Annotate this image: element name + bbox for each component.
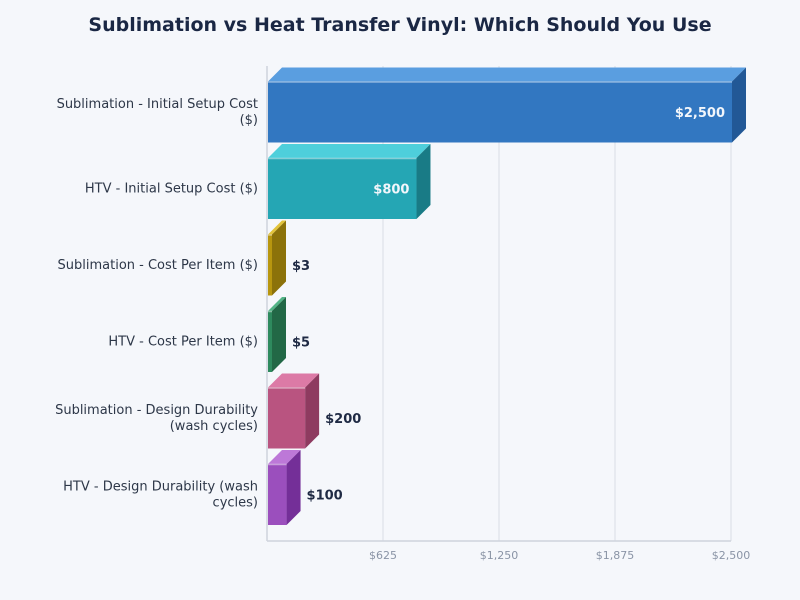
y-category-label: HTV - Cost Per Item ($): [108, 335, 258, 350]
x-tick-label: $625: [369, 549, 397, 562]
chart-title: Sublimation vs Heat Transfer Vinyl: Whic…: [88, 14, 712, 36]
y-category-label: Sublimation - Initial Setup Cost: [57, 97, 258, 112]
bar-top-face: [268, 297, 286, 311]
y-category-label: Sublimation - Design Durability: [55, 403, 258, 418]
y-category-label: HTV - Initial Setup Cost ($): [85, 182, 258, 197]
bar: [268, 311, 272, 372]
y-category-label: cycles): [213, 496, 258, 511]
bar: [268, 234, 272, 296]
x-tick-label: $2,500: [712, 549, 751, 562]
value-label: $800: [373, 183, 409, 198]
bar-top-face: [268, 67, 746, 82]
value-label: $5: [292, 336, 310, 351]
y-category-label: (wash cycles): [170, 419, 258, 434]
bar-side-face: [286, 450, 301, 525]
bar-side-face: [732, 67, 746, 143]
bar: [268, 158, 417, 219]
y-category-label: Sublimation - Cost Per Item ($): [58, 258, 258, 273]
value-label: $3: [292, 259, 310, 274]
bar-top-face: [268, 450, 301, 464]
value-label: $2,500: [675, 106, 725, 121]
bar-side-face: [272, 297, 286, 372]
bar: [268, 387, 306, 449]
bar-side-face: [272, 220, 286, 296]
bar: [268, 464, 287, 525]
value-label: $200: [325, 412, 361, 427]
bar-top-face: [268, 220, 286, 235]
y-category-label: ($): [240, 113, 258, 128]
bar-side-face: [305, 373, 320, 449]
bar-side-face: [416, 144, 431, 219]
y-category-label: HTV - Design Durability (wash: [63, 480, 258, 495]
bar-top-face: [268, 373, 320, 388]
bar-top-face: [268, 144, 431, 158]
x-tick-label: $1,875: [596, 549, 635, 562]
x-tick-label: $1,250: [480, 549, 519, 562]
bar: [268, 81, 732, 143]
value-label: $100: [307, 489, 343, 504]
